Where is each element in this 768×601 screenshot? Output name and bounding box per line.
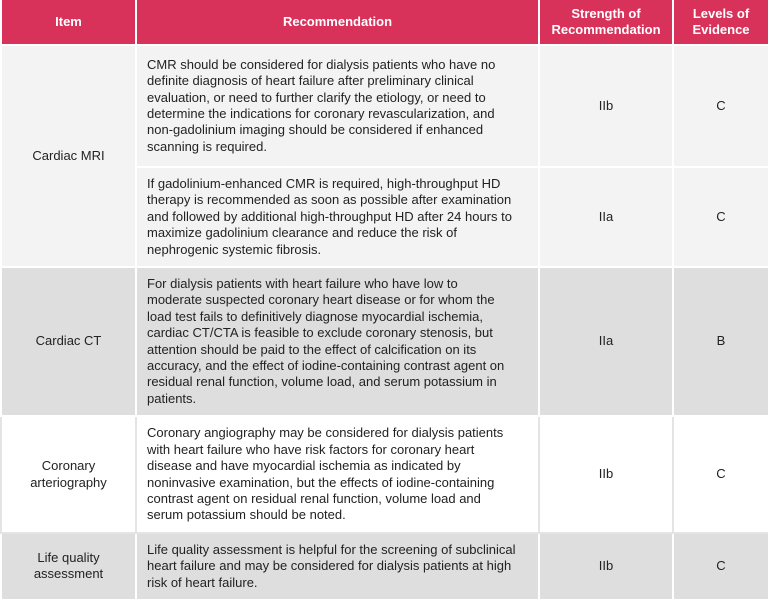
header-row: Item Recommendation Strength of Recommen… — [0, 0, 768, 46]
row: Life quality assessment Life quality ass… — [0, 531, 768, 601]
strength-cell: IIb — [538, 44, 674, 168]
strength-cell: IIa — [538, 165, 674, 269]
strength-cell: IIa — [538, 266, 674, 418]
recommendation-cell: CMR should be considered for dialysis pa… — [135, 44, 540, 168]
strength-cell: IIb — [538, 531, 674, 601]
header-cell: Levels of Evidence — [672, 0, 768, 46]
header-cell: Recommendation — [135, 0, 540, 46]
row: Cardiac CT For dialysis patients with he… — [0, 266, 768, 418]
recommendation-cell: Life quality assessment is helpful for t… — [135, 531, 540, 601]
item-cell: Coronary arteriography — [0, 415, 137, 534]
evidence-cell: B — [672, 266, 768, 418]
evidence-cell: C — [672, 531, 768, 601]
row: If gadolinium-enhanced CMR is required, … — [1, 165, 768, 269]
item-cell: Life quality assessment — [0, 531, 137, 601]
evidence-cell: C — [672, 44, 768, 168]
recommendation-cell: Coronary angiography may be considered f… — [135, 415, 540, 534]
recommendation-cell: If gadolinium-enhanced CMR is required, … — [135, 165, 540, 269]
strength-cell: IIb — [538, 415, 674, 534]
item-cell: Cardiac MRI — [0, 43, 137, 269]
recommendation-cell: For dialysis patients with heart failure… — [135, 266, 540, 418]
row: Cardiac MRI CMR should be considered for… — [0, 43, 768, 269]
evidence-cell: C — [672, 415, 768, 534]
row: Coronary arteriography Coronary angiogra… — [0, 415, 768, 534]
evidence-cell: C — [672, 165, 768, 269]
header-cell: Item — [0, 0, 137, 46]
item-cell: Cardiac CT — [0, 266, 137, 418]
header-cell: Strength of Recommendation — [538, 0, 674, 46]
